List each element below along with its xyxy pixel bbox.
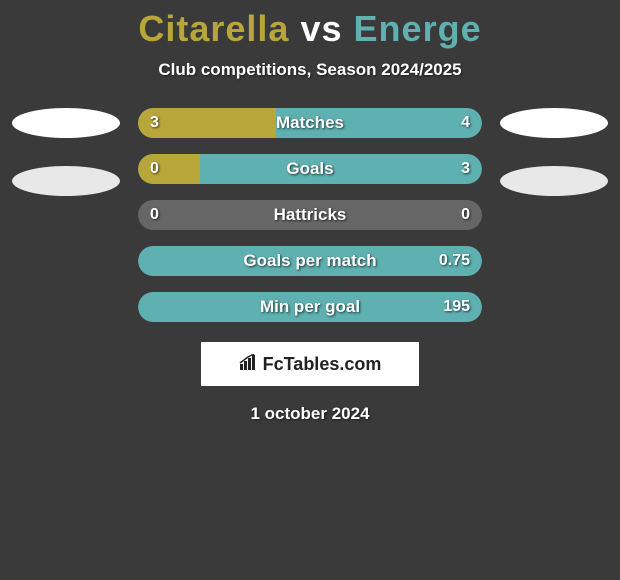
subtitle: Club competitions, Season 2024/2025 — [0, 60, 620, 80]
source-logo: FcTables.com — [201, 342, 419, 386]
footer-date: 1 october 2024 — [0, 404, 620, 424]
stat-label: Matches — [138, 108, 482, 138]
stat-bars: Matches34Goals03Hattricks00Goals per mat… — [138, 108, 482, 322]
stat-value-left: 0 — [150, 154, 159, 184]
stat-value-right: 0 — [461, 200, 470, 230]
stat-value-left: 3 — [150, 108, 159, 138]
stat-row: Goals0 3 — [138, 154, 482, 184]
player1-badge-2 — [12, 166, 120, 196]
right-badges — [500, 108, 608, 196]
player2-badge-1 — [500, 108, 608, 138]
stat-value-right: 0.75 — [439, 246, 470, 276]
stat-value-right: 195 — [443, 292, 470, 322]
player1-badge-1 — [12, 108, 120, 138]
vs-text: vs — [300, 8, 342, 49]
logo-label: FcTables.com — [263, 354, 382, 374]
chart-icon — [239, 354, 259, 375]
stat-label: Goals per match — [138, 246, 482, 276]
stats-panel: Matches34Goals03Hattricks00Goals per mat… — [0, 108, 620, 322]
stat-value-right: 4 — [461, 108, 470, 138]
stat-label: Goals — [138, 154, 482, 184]
stat-row: Matches3 4 — [138, 108, 482, 138]
stat-row: Hattricks0 0 — [138, 200, 482, 230]
stat-label: Min per goal — [138, 292, 482, 322]
left-badges — [12, 108, 120, 196]
logo-text: FcTables.com — [239, 354, 382, 375]
stat-row: Goals per match0.75 — [138, 246, 482, 276]
page-title: Citarella vs Energe — [0, 8, 620, 50]
player1-name: Citarella — [138, 8, 289, 49]
stat-value-right: 3 — [461, 154, 470, 184]
player2-name: Energe — [354, 8, 482, 49]
stat-value-left: 0 — [150, 200, 159, 230]
player2-badge-2 — [500, 166, 608, 196]
stat-label: Hattricks — [138, 200, 482, 230]
stat-row: Min per goal195 — [138, 292, 482, 322]
